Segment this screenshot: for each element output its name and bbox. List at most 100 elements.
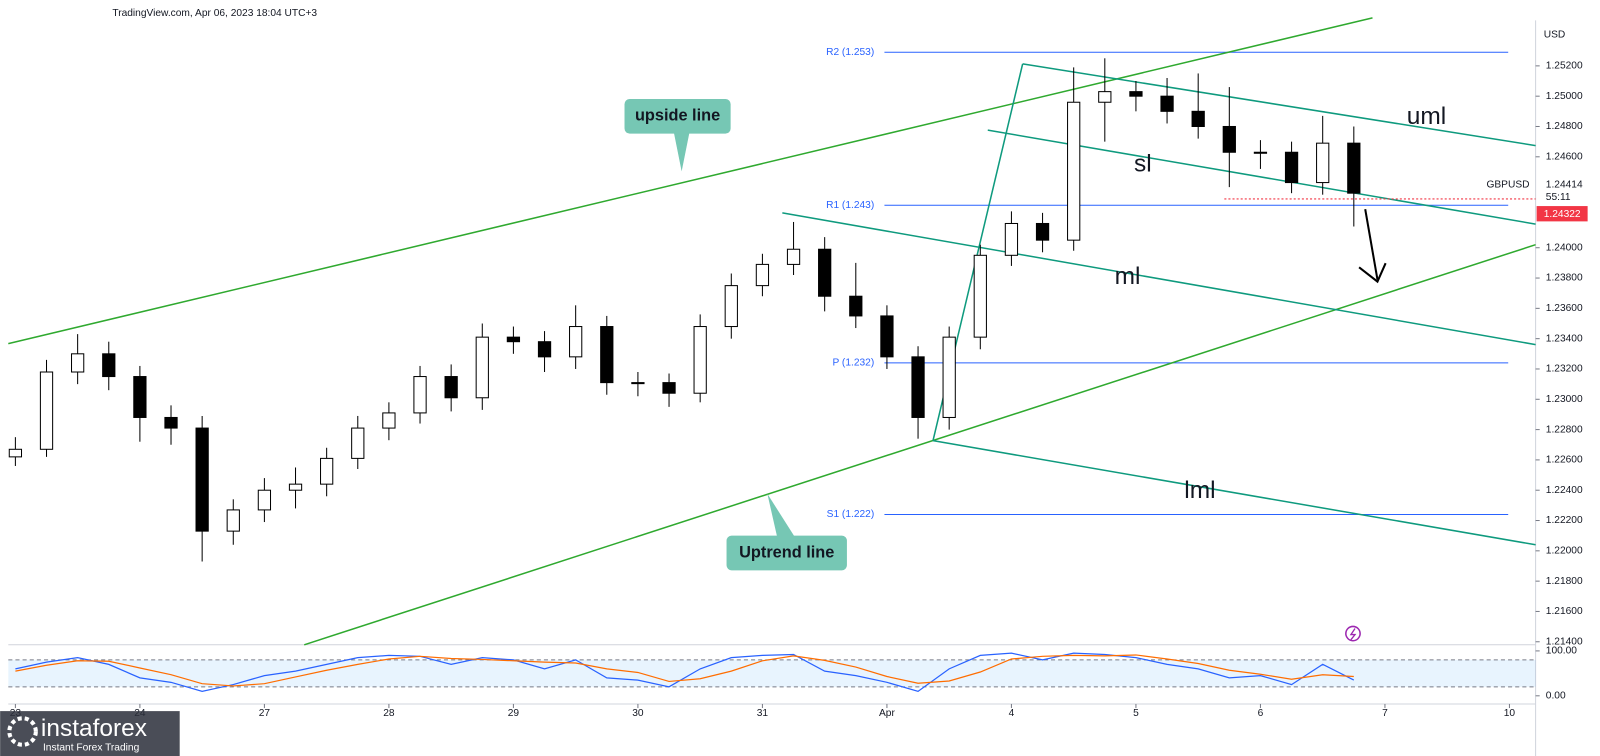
- y-tick-label: 1.22400: [1546, 485, 1583, 496]
- candle-body: [8, 448, 23, 458]
- candle-body: [71, 353, 85, 373]
- symbol-price: 1.24414: [1546, 180, 1583, 191]
- candle-body: [1004, 222, 1019, 256]
- candle-body: [226, 509, 240, 532]
- candle-body: [631, 382, 645, 385]
- y-tick-label: 1.23200: [1546, 364, 1583, 375]
- pivot-label: R1 (1.243): [826, 200, 874, 211]
- x-tick-label: 10: [1504, 708, 1516, 719]
- x-tick-label: 27: [259, 708, 271, 719]
- watermark-box: [0, 711, 180, 756]
- y-tick-label: 1.24000: [1546, 242, 1583, 253]
- candle-body: [537, 341, 552, 358]
- candle-body: [257, 489, 272, 511]
- last-price-text: 1.24322: [1544, 209, 1581, 220]
- y-tick-label: 1.25200: [1546, 61, 1583, 72]
- y-tick-label: 1.21400: [1546, 636, 1583, 647]
- candle-body: [288, 483, 303, 491]
- watermark-brand: instaforex: [41, 715, 147, 742]
- candle-body: [1284, 151, 1299, 184]
- candle-body: [849, 295, 863, 317]
- candle-body: [911, 356, 925, 418]
- pivot-label: R2 (1.253): [826, 47, 874, 58]
- candle-body: [1098, 91, 1112, 103]
- callout-box: [624, 98, 731, 134]
- last-price-tag: [1536, 206, 1588, 222]
- candle-body: [1035, 222, 1050, 241]
- candle-body: [600, 326, 614, 384]
- candle-body: [786, 248, 801, 265]
- y-tick-label: 1.22600: [1546, 455, 1583, 466]
- candle-body: [1067, 101, 1081, 241]
- grid-layer: R2 (1.253) R1 (1.243) P (1.232) S1 (1.222): [8, 47, 1536, 688]
- callout-pointer: [767, 493, 796, 539]
- candle-body: [693, 326, 707, 394]
- symbol-label: GBPUSD: [1486, 180, 1529, 191]
- candle-body: [1222, 125, 1236, 153]
- candle-body: [506, 336, 521, 343]
- upside-line-callout: upside line: [624, 98, 731, 172]
- candle-body: [413, 376, 427, 414]
- candle-body: [755, 263, 770, 287]
- y-tick-label: 1.25000: [1546, 91, 1583, 102]
- countdown: 55:11: [1546, 192, 1571, 203]
- alert-bolt[interactable]: [1349, 628, 1357, 641]
- arrow-head: [1358, 262, 1387, 284]
- trend-line: [782, 212, 1536, 346]
- sl-label: sl: [1134, 151, 1152, 178]
- callout-text: upside line: [635, 107, 720, 125]
- candle-body: [102, 353, 116, 378]
- candle-body: [133, 376, 147, 418]
- pivot-label: S1 (1.222): [827, 509, 875, 520]
- stoch-tick-label: 0.00: [1546, 690, 1566, 701]
- trend-line: [1022, 63, 1536, 147]
- y-tick-label: 1.21800: [1546, 576, 1583, 587]
- candle-body: [1129, 91, 1143, 97]
- x-tick-label: 29: [508, 708, 520, 719]
- candle-body: [195, 427, 209, 532]
- y-tick-label: 1.24600: [1546, 151, 1583, 162]
- watermark-logo: [7, 716, 38, 747]
- forecast-arrow: [1358, 208, 1387, 284]
- stoch-line: [15, 652, 1355, 692]
- x-tick-label: 6: [1258, 708, 1264, 719]
- y-tick-label: 1.23800: [1546, 273, 1583, 284]
- alert-icon[interactable]: [1345, 625, 1361, 642]
- trend-line: [932, 439, 1536, 546]
- header: TradingView.com, Apr 06, 2023 18:04 UTC+…: [112, 8, 317, 19]
- y-tick-label: 1.21600: [1546, 606, 1583, 617]
- candle-body: [662, 382, 676, 394]
- trend-line: [304, 243, 1536, 646]
- pivot-label: P (1.232): [832, 358, 874, 369]
- x-tick-label: 28: [383, 708, 395, 719]
- candle-body: [1160, 95, 1174, 112]
- candle-body: [164, 416, 178, 429]
- x-tick-label: 30: [632, 708, 644, 719]
- currency-label: USD: [1544, 29, 1566, 40]
- stoch-line: [15, 654, 1354, 687]
- ml-label: ml: [1115, 263, 1141, 290]
- watermark-tagline: Instant Forex Trading: [43, 743, 140, 754]
- candle-body: [39, 371, 54, 450]
- alert-circle[interactable]: [1345, 625, 1361, 642]
- candle-body: [1347, 142, 1361, 194]
- uml-label: uml: [1407, 103, 1446, 130]
- uptrend-line-callout: Uptrend line: [726, 493, 847, 571]
- candle-body: [942, 336, 956, 418]
- watermark: instaforex Instant Forex Trading: [0, 711, 180, 756]
- candle-body: [880, 315, 894, 358]
- trend-line: [8, 17, 1373, 345]
- lml-label: lml: [1184, 477, 1215, 504]
- candle-body: [444, 376, 458, 399]
- y-tick-label: 1.23400: [1546, 333, 1583, 344]
- x-tick-label: Apr: [879, 708, 895, 719]
- y-tick-label: 1.24800: [1546, 121, 1583, 132]
- y-tick-label: 1.22800: [1546, 424, 1583, 435]
- callout-box: [726, 535, 847, 571]
- candle-body: [351, 427, 365, 459]
- candle-body: [818, 248, 832, 297]
- candle-body: [973, 254, 987, 338]
